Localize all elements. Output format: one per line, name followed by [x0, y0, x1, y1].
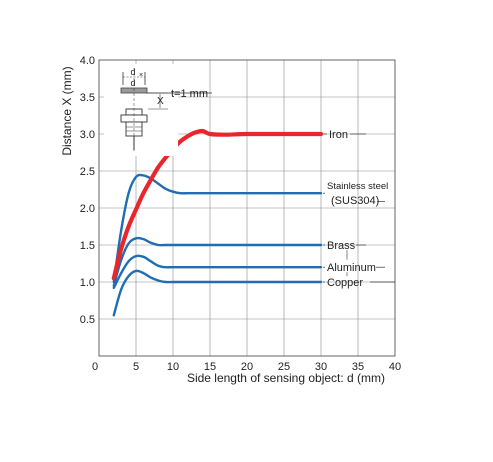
y-tick-label: 3.0 — [80, 129, 95, 141]
x-tick-label: 5 — [133, 361, 139, 373]
series-label-copper: Copper — [327, 277, 363, 289]
x-tick-label: 20 — [241, 361, 253, 373]
x-tick-label: 25 — [278, 361, 290, 373]
series-line-copper — [112, 269, 323, 317]
d-label-top: d — [130, 67, 135, 77]
y-tick-label: 2.5 — [80, 166, 95, 178]
series-line-stainless-steel — [112, 173, 323, 284]
x-tick-label: 30 — [315, 361, 327, 373]
series-label-stainless-steel: Stainless steel — [327, 181, 388, 192]
series-label-aluminum: Aluminum — [327, 262, 376, 274]
y-tick-label: 4.0 — [80, 55, 95, 67]
cross-mark-icon: × — [139, 72, 143, 79]
sensor-diagram: d d × t=1 mm X — [104, 64, 212, 156]
series-label-sus304: (SUS304) — [331, 195, 379, 207]
x-dimension-label: X — [157, 96, 164, 107]
tick-labels: 0 5 10 15 20 25 30 35 40 0.5 1.0 1.5 2.0 2.5 3.0 3.5 4.0 — [80, 55, 401, 373]
series-label-iron: Iron — [329, 129, 348, 141]
d-label-bottom: d — [130, 78, 135, 88]
series-label-brass: Brass — [327, 240, 356, 252]
x-axis-title: Side length of sensing object: d (mm) — [187, 371, 385, 385]
x-tick-label: 0 — [92, 361, 98, 373]
x-tick-label: 10 — [167, 361, 179, 373]
y-tick-label: 3.5 — [80, 92, 95, 104]
series-line-brass — [112, 236, 323, 287]
x-tick-label: 35 — [352, 361, 364, 373]
x-tick-label: 15 — [204, 361, 216, 373]
y-tick-label: 2.0 — [80, 203, 95, 215]
y-tick-label: 1.0 — [80, 277, 95, 289]
y-axis-title: Distance X (mm) — [60, 66, 74, 155]
x-tick-label: 40 — [389, 361, 401, 373]
plot-frame — [98, 59, 396, 357]
y-tick-label: 1.5 — [80, 240, 95, 252]
series-lines — [111, 128, 324, 317]
axes — [98, 59, 396, 357]
y-tick-label: 0.5 — [80, 314, 95, 326]
series-labels: Iron Stainless steel (SUS304) Brass Aluminum… — [323, 129, 395, 289]
thickness-label: t=1 mm — [171, 88, 208, 100]
series-line-aluminum — [112, 254, 323, 290]
